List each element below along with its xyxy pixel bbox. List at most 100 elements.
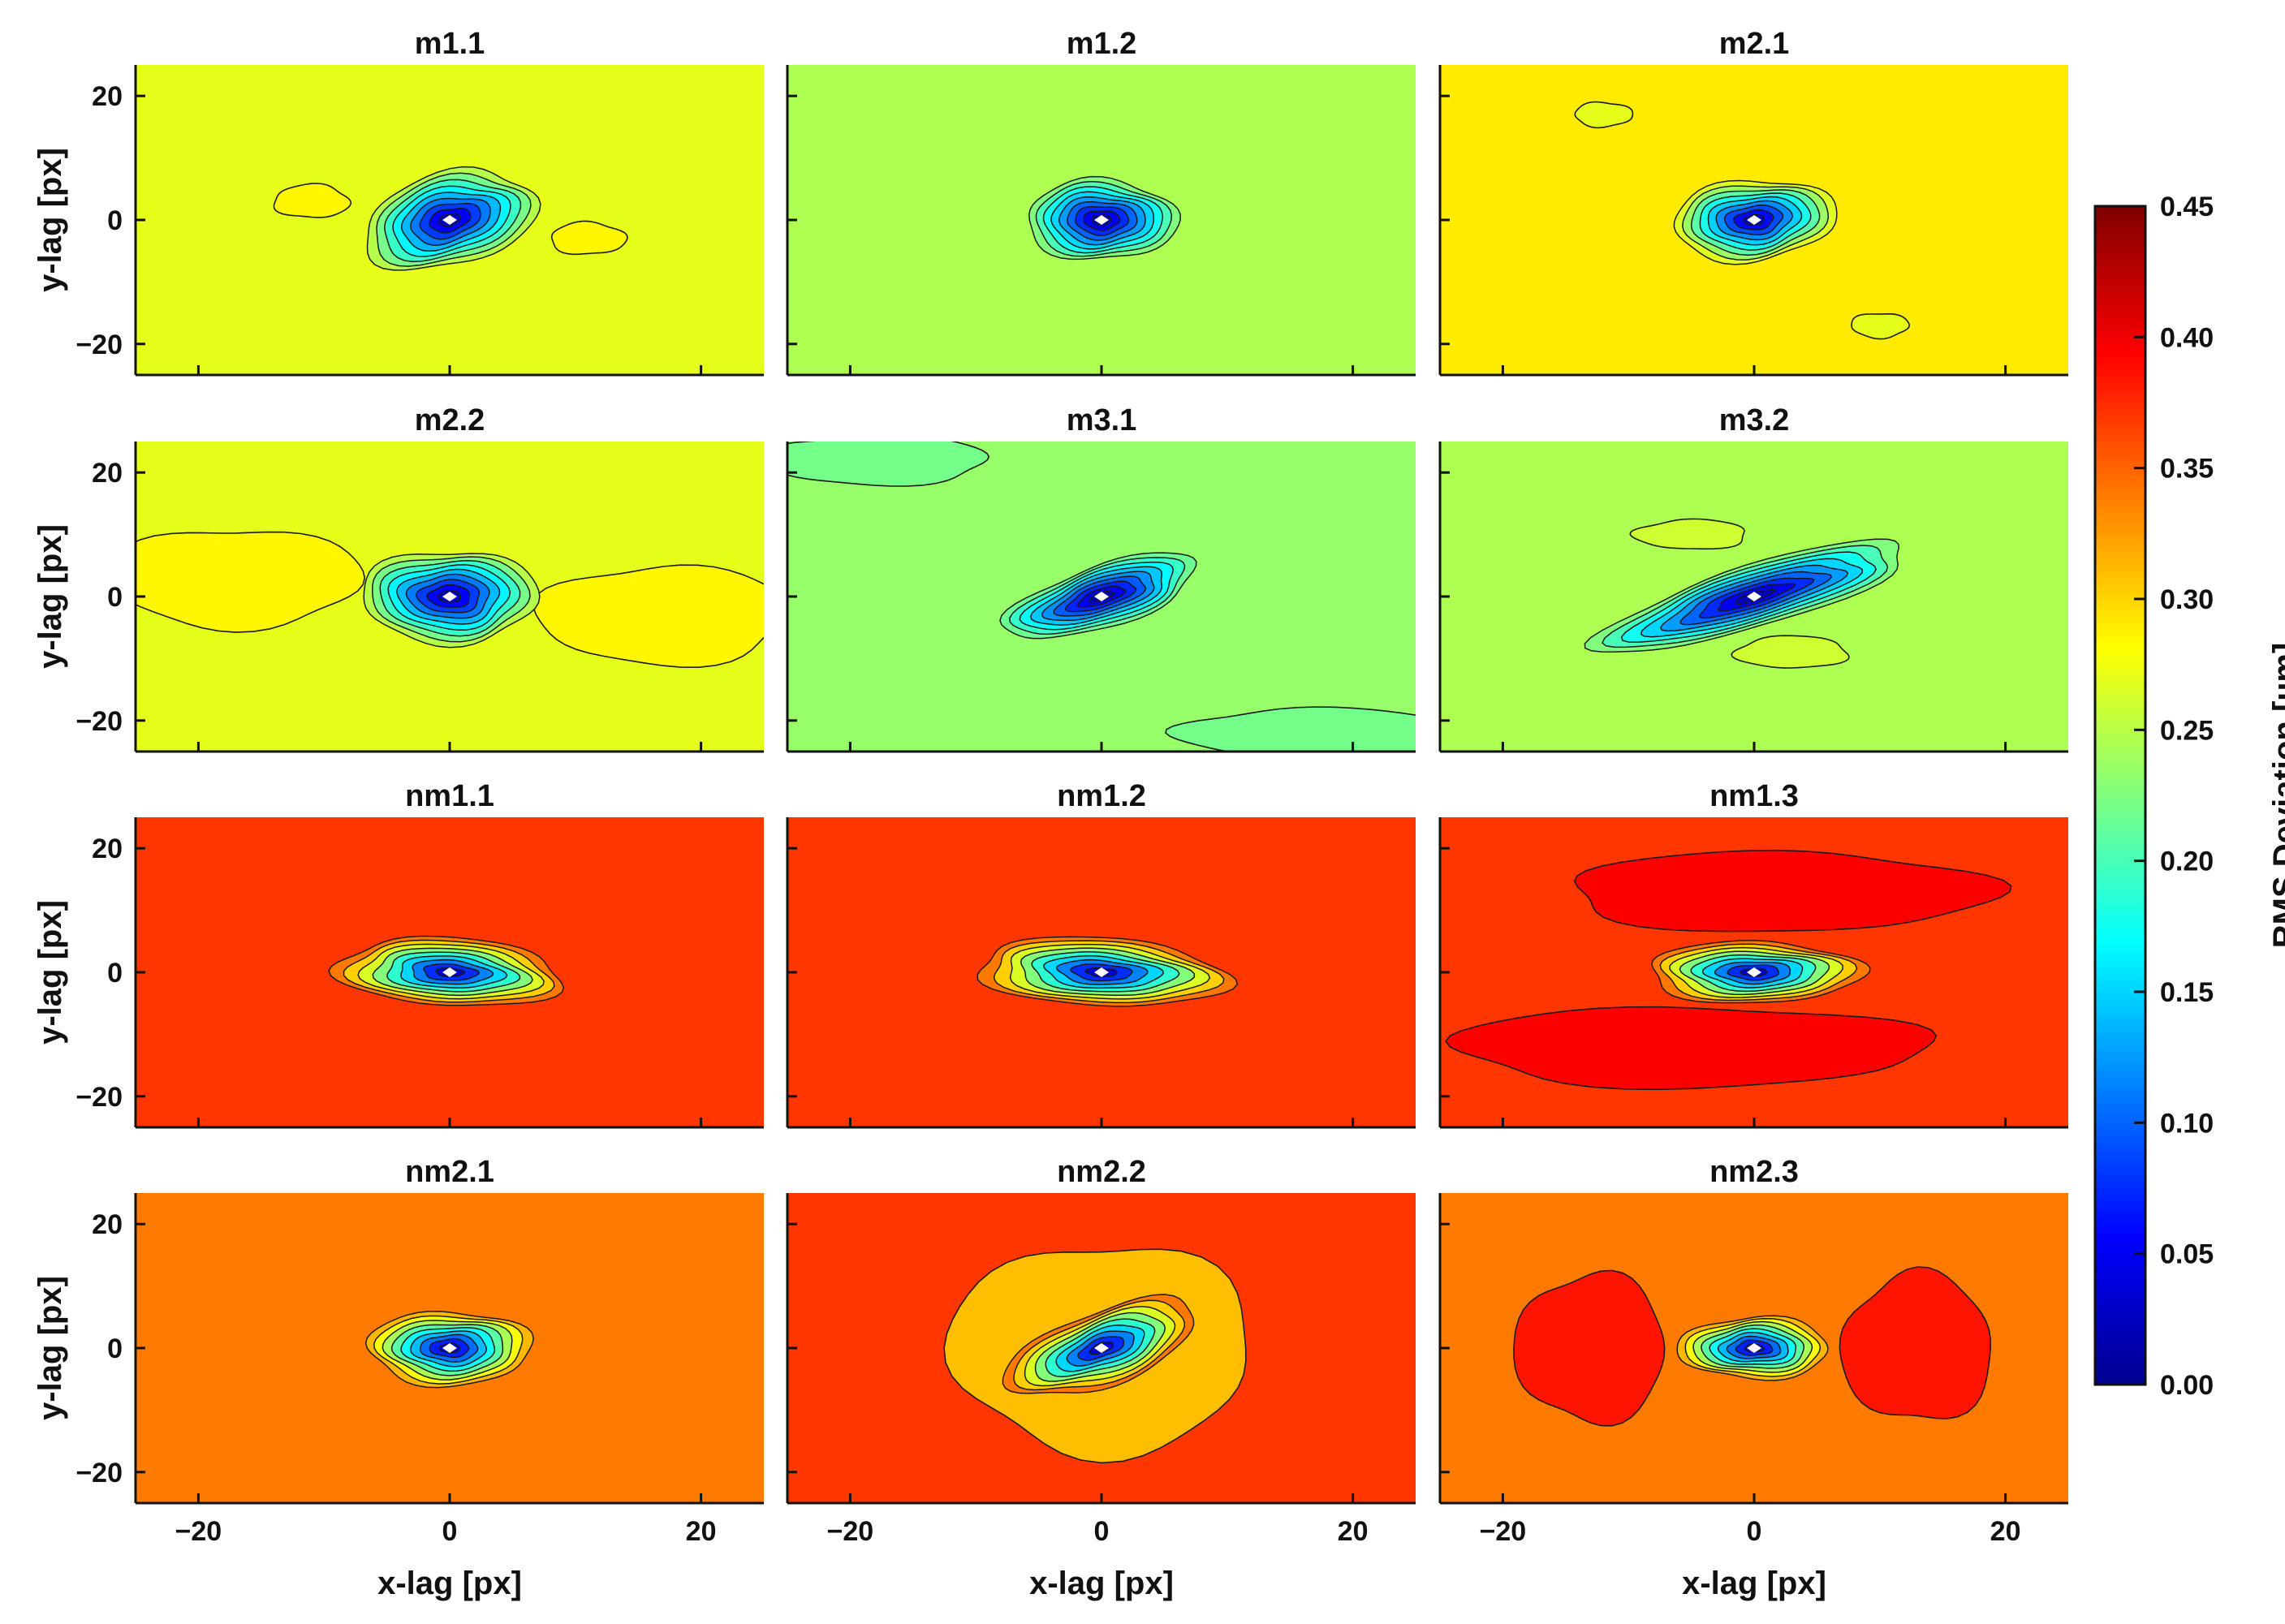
contour-layer xyxy=(1574,101,1911,340)
x-tick-label: 20 xyxy=(1990,1516,2021,1547)
x-axis-label: x-lag [px] xyxy=(1029,1566,1174,1601)
panel-title: nm1.1 xyxy=(405,779,494,813)
y-tick-label: 20 xyxy=(92,458,123,489)
x-tick-label: 0 xyxy=(1094,1516,1110,1547)
x-tick-label: 0 xyxy=(1747,1516,1762,1547)
colorbar-label: RMS Deviation [µm] xyxy=(2267,643,2285,948)
colorbar-tick-label: 0.40 xyxy=(2160,322,2214,353)
contour-layer xyxy=(787,442,1416,752)
contour-layer xyxy=(943,1248,1247,1464)
contour-layer xyxy=(273,166,628,271)
x-tick-label: −20 xyxy=(175,1516,222,1547)
minimum-marker xyxy=(442,1343,457,1353)
contour-layer xyxy=(1445,849,2012,1091)
contour-layer xyxy=(328,935,565,1006)
panel-m2-1: m2.1 xyxy=(1438,27,2068,377)
panel-nm1-1: −20 0 20 nm1.1 y-lag [px] xyxy=(32,779,764,1129)
colorbar-tick-label: 0.00 xyxy=(2160,1370,2214,1401)
contour-layer xyxy=(136,531,764,669)
y-tick-label: −20 xyxy=(75,1458,123,1488)
y-axis-label: y-lag [px] xyxy=(32,524,68,669)
panel-title: nm2.3 xyxy=(1709,1155,1799,1189)
colorbar-tick-label: 0.35 xyxy=(2160,454,2214,485)
contour-region xyxy=(1574,101,1634,129)
contour-region xyxy=(550,220,628,256)
x-tick-label: −20 xyxy=(1480,1516,1527,1547)
minimum-marker xyxy=(1747,967,1761,977)
minimum-marker xyxy=(1094,1343,1109,1353)
panel-title: nm1.2 xyxy=(1057,779,1146,813)
panel-title: nm2.2 xyxy=(1057,1155,1146,1189)
x-tick-label: 20 xyxy=(1338,1516,1369,1547)
panel-m3-2: m3.2 xyxy=(1438,403,2068,753)
panel-title: m2.2 xyxy=(415,403,485,437)
minimum-marker xyxy=(442,592,457,601)
contour-region xyxy=(1839,1266,1992,1419)
y-tick-label: −20 xyxy=(75,1082,123,1113)
x-tick-label: 0 xyxy=(442,1516,458,1547)
y-tick-label: −20 xyxy=(75,330,123,360)
x-axis-label: x-lag [px] xyxy=(1682,1566,1826,1601)
minimum-marker xyxy=(1094,215,1109,225)
contour-layer xyxy=(1584,518,1899,669)
colorbar-tick-label: 0.30 xyxy=(2160,584,2214,615)
colorbar-tick-label: 0.15 xyxy=(2160,977,2214,1008)
panel-nm2-2: −20 0 20 nm2.2 x-lag [px] xyxy=(786,1155,1416,1601)
panel-title: m3.1 xyxy=(1067,403,1137,437)
panel-title: m3.2 xyxy=(1719,403,1790,437)
colorbar-tick-label: 0.10 xyxy=(2160,1108,2214,1139)
panel-m2-2: −20 0 20 m2.2 y-lag [px] xyxy=(32,403,764,753)
panel-title: m1.2 xyxy=(1067,27,1137,61)
y-tick-label: 0 xyxy=(107,958,123,989)
y-axis-label: y-lag [px] xyxy=(32,900,68,1045)
contour-layer xyxy=(364,1311,534,1389)
contour-layer xyxy=(1513,1266,1992,1427)
panel-m1-2: m1.2 xyxy=(786,27,1416,377)
y-tick-label: 20 xyxy=(92,1209,123,1240)
contour-region xyxy=(1445,1006,1938,1091)
minimum-marker xyxy=(442,215,457,225)
panel-nm2-3: −20 0 20 nm2.3 x-lag [px] xyxy=(1438,1155,2068,1601)
contour-region xyxy=(136,531,366,633)
colorbar-tick-label: 0.20 xyxy=(2160,846,2214,877)
minimum-marker xyxy=(1747,592,1761,601)
panel-title: m1.1 xyxy=(415,27,485,61)
colorbar: 0.00 0.05 0.10 0.15 0.20 0.25 0.30 0.35 0.40 0.45… xyxy=(2093,192,2285,1401)
minimum-marker xyxy=(1747,215,1761,225)
panel-grid: −20 0 20 m1.1 y-lag [px] m1.2 m2.1 −20 0 20 m2.2 y-… xyxy=(32,27,2068,1601)
panel-title: m2.1 xyxy=(1719,27,1790,61)
contour-region xyxy=(532,564,764,669)
y-tick-label: 0 xyxy=(107,582,123,613)
contour-region xyxy=(787,442,990,487)
minimum-marker xyxy=(1094,592,1109,601)
panel-nm1-2: nm1.2 xyxy=(786,779,1416,1129)
contour-region xyxy=(273,183,352,218)
panel-title: nm2.1 xyxy=(405,1155,494,1189)
panel-m3-1: m3.1 xyxy=(786,403,1416,753)
x-tick-label: −20 xyxy=(827,1516,874,1547)
minimum-marker xyxy=(1747,1343,1761,1353)
minimum-marker xyxy=(1094,967,1109,977)
y-axis-label: y-lag [px] xyxy=(32,1276,68,1420)
panel-title: nm1.3 xyxy=(1709,779,1799,813)
y-tick-label: −20 xyxy=(75,706,123,737)
colorbar-tick-label: 0.05 xyxy=(2160,1239,2214,1270)
panel-m1-1: −20 0 20 m1.1 y-lag [px] xyxy=(32,27,764,377)
panel-nm1-3: nm1.3 xyxy=(1438,779,2068,1129)
colorbar-gradient xyxy=(2093,205,2147,1386)
y-tick-label: 20 xyxy=(92,81,123,112)
contour-layer xyxy=(977,936,1239,1007)
contour-region xyxy=(1573,849,2012,933)
x-tick-label: 20 xyxy=(686,1516,717,1547)
contour-region xyxy=(1629,518,1745,550)
contour-region xyxy=(1165,706,1416,752)
panel-nm2-1: −20 0 20 −20 0 20 nm2.1 y-lag [px] x-lag [px] xyxy=(32,1155,764,1601)
x-axis-label: x-lag [px] xyxy=(377,1566,522,1601)
y-axis-label: y-lag [px] xyxy=(32,148,68,292)
contour-region xyxy=(1731,635,1850,669)
contour-region xyxy=(1851,313,1911,340)
colorbar-tick-label: 0.25 xyxy=(2160,715,2214,746)
contour-layer xyxy=(1028,175,1181,261)
y-tick-label: 20 xyxy=(92,834,123,864)
